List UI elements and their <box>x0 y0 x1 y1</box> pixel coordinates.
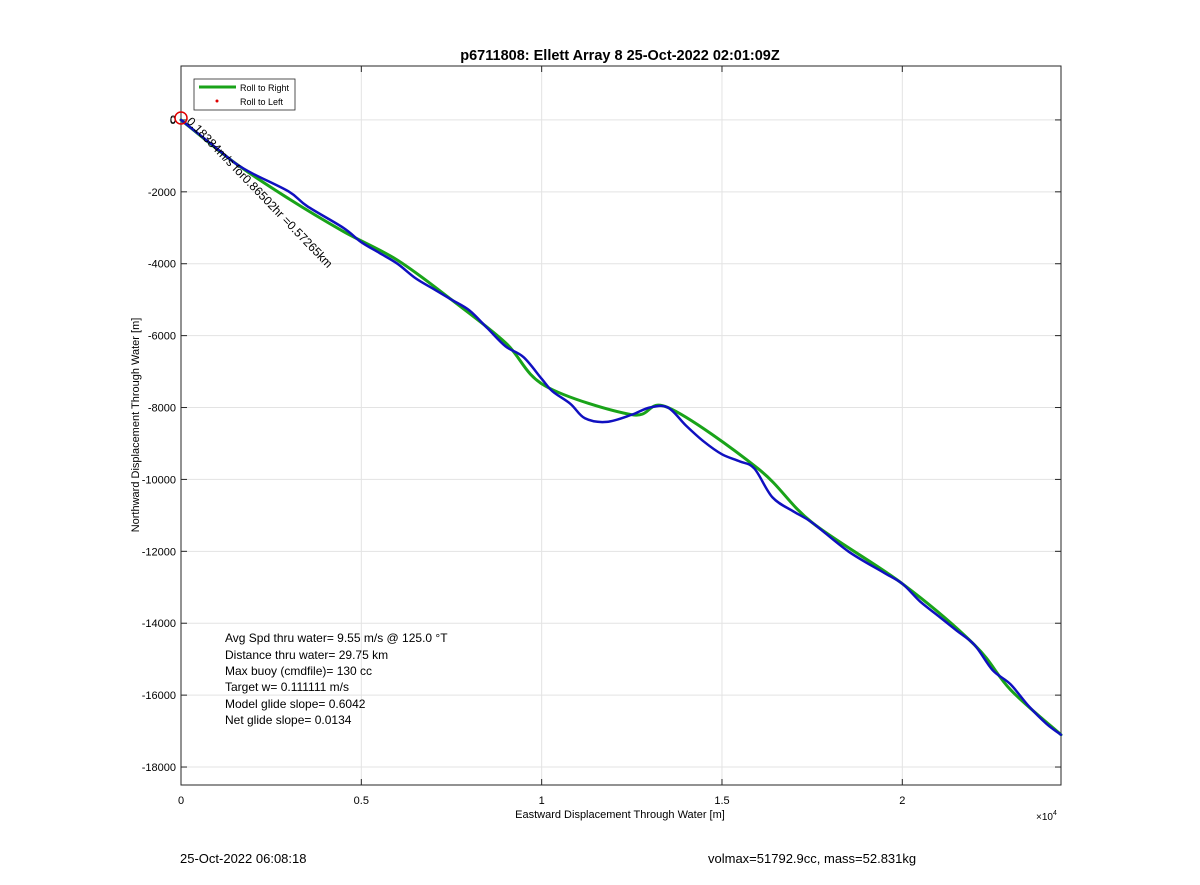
y-tick-label: 0 <box>170 115 176 127</box>
grid-lines <box>180 66 1061 785</box>
y-tick-label: -2000 <box>148 187 176 199</box>
stats-block: Avg Spd thru water= 9.55 m/s @ 125.0 °T … <box>225 631 448 727</box>
y-tick-label: -16000 <box>142 690 176 702</box>
y-tick-label: -18000 <box>142 762 176 774</box>
y-tick-label: -6000 <box>148 331 176 343</box>
stat-distance: Distance thru water= 29.75 km <box>225 648 388 662</box>
x-tick-label: 1 <box>539 795 545 807</box>
y-tick-label: -10000 <box>142 474 176 486</box>
footer-timestamp: 25-Oct-2022 06:08:18 <box>180 851 307 866</box>
start-marker <box>174 111 188 125</box>
stat-model-glide-slope: Model glide slope= 0.6042 <box>225 697 366 711</box>
x-tick-label: 1.5 <box>714 795 729 807</box>
stat-max-buoy: Max buoy (cmdfile)= 130 cc <box>225 664 372 678</box>
legend-label-roll-right: Roll to Right <box>240 83 290 93</box>
track-annotation-group: 0.18384m/s for0.86502hr =0.57265km <box>184 114 336 270</box>
legend-swatch-roll-left <box>215 99 219 103</box>
y-axis-label: Northward Displacement Through Water [m] <box>130 318 142 533</box>
chart-title: p6711808: Ellett Array 8 25-Oct-2022 02:… <box>460 48 780 64</box>
y-tick-label: -8000 <box>148 403 176 415</box>
footer-volume-mass: volmax=51792.9cc, mass=52.831kg <box>708 851 917 866</box>
series-line-roll-left <box>179 118 1063 736</box>
legend: Roll to Right Roll to Left <box>193 78 296 111</box>
legend-box <box>193 78 296 111</box>
y-tick-label: -4000 <box>148 259 176 271</box>
stat-target-w: Target w= 0.111111 m/s <box>225 680 349 694</box>
x-axis-exponent: ×104 <box>1036 810 1057 823</box>
stat-avg-speed: Avg Spd thru water= 9.55 m/s @ 125.0 °T <box>225 631 448 645</box>
x-axis-label: Eastward Displacement Through Water [m] <box>515 809 725 821</box>
track-annotation: 0.18384m/s for0.86502hr =0.57265km <box>184 114 336 270</box>
stat-net-glide-slope: Net glide slope= 0.0134 <box>225 713 352 727</box>
x-tick-label: 0.5 <box>354 795 369 807</box>
start-marker-label: 0 <box>170 114 176 126</box>
series-line-roll-right <box>179 118 1063 737</box>
y-tick-label: -14000 <box>142 618 176 630</box>
y-tick-label: -12000 <box>142 546 176 558</box>
axis-ticks: 0 0.5 1 1.5 2 0 -2000 -4000 -6000 -8000 -10000 -120… <box>142 66 1061 807</box>
legend-label-roll-left: Roll to Left <box>240 97 284 107</box>
x-tick-label: 0 <box>178 795 184 807</box>
series-layer <box>179 118 1063 737</box>
x-tick-label: 2 <box>899 795 905 807</box>
axes-box <box>180 65 1062 786</box>
